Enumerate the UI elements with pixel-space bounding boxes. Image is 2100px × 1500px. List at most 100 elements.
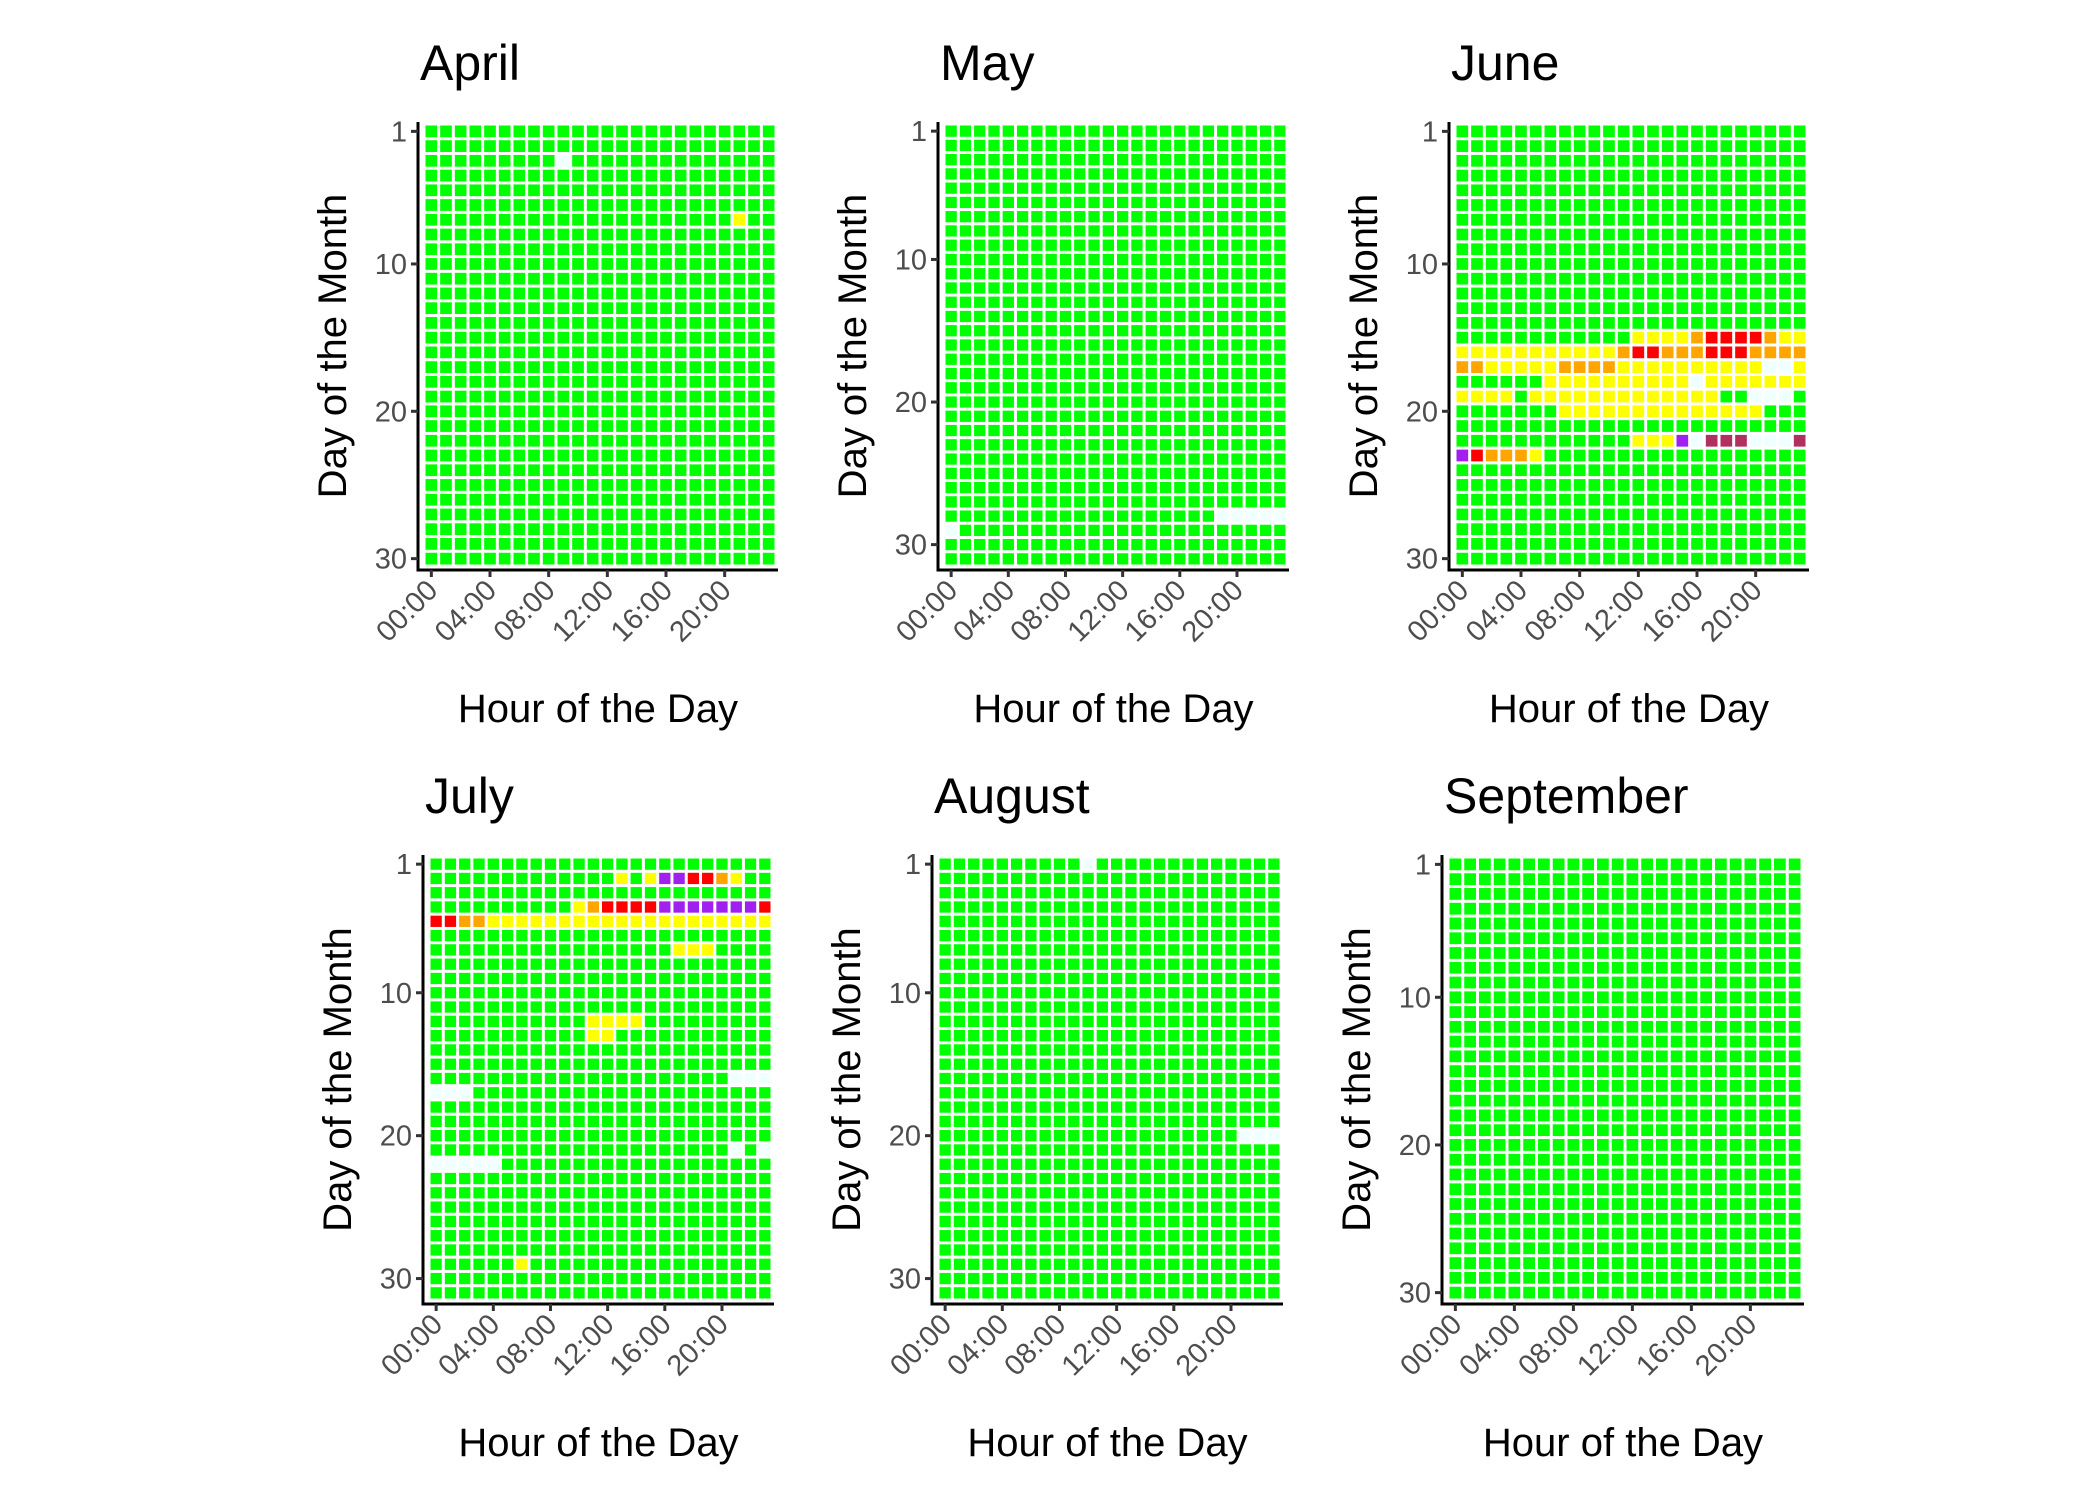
tile <box>440 140 452 152</box>
tile <box>444 1029 457 1042</box>
tile <box>601 538 614 550</box>
tile <box>601 228 614 241</box>
tile <box>988 125 1000 137</box>
tile <box>1088 439 1100 451</box>
tile <box>1567 1109 1580 1122</box>
tile <box>1045 168 1057 180</box>
tile <box>1231 182 1243 194</box>
tile <box>557 434 570 447</box>
tile <box>559 1230 571 1242</box>
tile <box>459 987 471 999</box>
tile <box>645 493 658 506</box>
tile <box>1059 296 1072 308</box>
tile <box>1125 944 1137 956</box>
tile <box>716 972 728 985</box>
tile <box>1729 1050 1742 1063</box>
tile <box>1059 538 1072 551</box>
tile <box>1074 225 1086 237</box>
tile <box>1111 887 1123 899</box>
tile <box>1225 1187 1237 1199</box>
tile <box>953 1087 966 1099</box>
tile <box>1111 1044 1123 1056</box>
tile <box>1641 947 1653 959</box>
tile <box>1603 479 1615 491</box>
tile <box>1031 139 1043 152</box>
tile <box>1117 339 1129 351</box>
tile <box>1088 524 1100 536</box>
tile <box>1159 382 1172 394</box>
tile <box>1749 272 1762 285</box>
tile <box>454 464 467 477</box>
tile <box>444 915 457 927</box>
tile <box>1720 213 1733 226</box>
tile <box>513 405 526 418</box>
tile <box>430 872 442 885</box>
tile <box>945 182 957 194</box>
tile <box>1656 1094 1668 1107</box>
tile <box>1529 199 1542 211</box>
tile <box>1544 213 1557 226</box>
tile <box>1779 493 1791 506</box>
tile <box>1559 125 1571 138</box>
tile <box>542 552 555 565</box>
tile <box>587 1115 599 1128</box>
tile <box>1217 139 1229 152</box>
tile <box>1632 317 1645 329</box>
tile <box>430 1044 442 1056</box>
tile <box>1508 1242 1521 1255</box>
tile <box>718 434 731 447</box>
tile <box>1508 1035 1521 1048</box>
tile <box>1039 1158 1051 1170</box>
tile <box>1544 199 1557 211</box>
tile <box>1245 196 1257 209</box>
tile <box>501 1230 514 1242</box>
tile <box>1025 858 1037 870</box>
tile <box>1464 1080 1476 1092</box>
tile <box>1153 1101 1166 1113</box>
tile <box>1471 523 1483 536</box>
tile <box>1039 1244 1051 1256</box>
tile <box>1479 888 1491 900</box>
tile <box>542 493 555 506</box>
tile <box>1626 1006 1639 1018</box>
tile <box>1111 1244 1123 1256</box>
tile <box>974 310 986 323</box>
tile <box>1016 211 1029 223</box>
tile <box>1691 213 1703 226</box>
tile <box>1117 553 1129 565</box>
tile <box>516 929 528 942</box>
tile <box>1449 1050 1462 1063</box>
tile <box>968 1044 980 1056</box>
tile <box>1700 1212 1712 1225</box>
tile <box>762 228 775 241</box>
tile <box>1471 199 1483 211</box>
tile <box>1096 1001 1108 1013</box>
tile <box>1685 1080 1698 1092</box>
tile <box>469 346 482 359</box>
tile <box>1174 168 1186 180</box>
tile <box>1485 449 1498 462</box>
tile <box>718 538 731 550</box>
tile <box>744 1187 757 1199</box>
tile <box>1002 139 1014 152</box>
tile <box>1656 1050 1668 1063</box>
tile <box>733 361 746 373</box>
tile <box>454 302 467 315</box>
tile <box>659 1215 671 1228</box>
tile <box>974 410 986 422</box>
tile <box>1096 1058 1108 1070</box>
tile <box>644 901 657 913</box>
tile <box>1117 353 1129 365</box>
tile <box>953 929 966 942</box>
tile <box>1002 282 1014 294</box>
tile <box>616 1029 628 1042</box>
tile <box>444 1158 457 1170</box>
tile <box>953 987 966 999</box>
tile <box>1031 154 1043 166</box>
tile <box>1538 917 1550 930</box>
tile <box>587 1058 599 1070</box>
tile <box>1676 302 1689 315</box>
tile <box>1700 1080 1712 1092</box>
tile <box>1582 1094 1594 1107</box>
tile <box>945 396 957 408</box>
